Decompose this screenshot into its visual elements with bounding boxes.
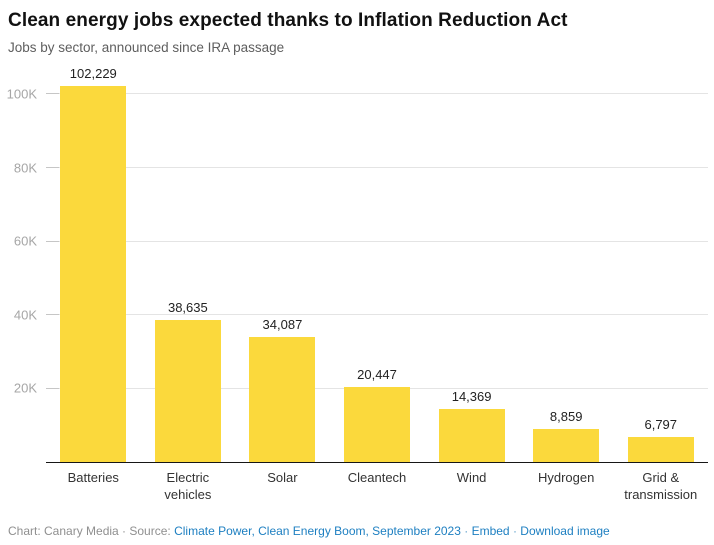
x-axis-category-label: Hydrogen — [537, 469, 595, 485]
gridline: 100K — [7, 86, 708, 101]
bar-column: 8,859 — [519, 64, 614, 462]
bar-column: 14,369 — [424, 64, 519, 462]
x-axis-category-label: Electric vehicles — [164, 469, 212, 502]
download-image-link[interactable]: Download image — [520, 524, 610, 538]
bar-value-label: 102,229 — [69, 65, 117, 81]
footer-credit: Chart: Canary Media · Source: — [8, 524, 175, 538]
bar-value-label: 34,087 — [262, 316, 303, 332]
gridline: 80K — [14, 160, 708, 175]
footer-separator: · — [460, 524, 472, 538]
bar-solar — [249, 336, 316, 462]
bar-column: 38,635 — [141, 64, 236, 462]
x-axis-category-label: Grid & transmission — [624, 469, 698, 502]
bar-batteries — [60, 85, 127, 462]
bar-value-label: 6,797 — [644, 416, 678, 432]
bar-column: 102,229 — [46, 64, 141, 462]
y-tick-label: 80K — [13, 160, 37, 176]
embed-link[interactable]: Embed — [471, 524, 510, 538]
bar-column: 6,797 — [613, 64, 708, 462]
bar-wind — [438, 408, 505, 462]
x-axis-category-label: Wind — [456, 469, 487, 485]
chart-title: Clean energy jobs expected thanks to Inf… — [8, 10, 568, 31]
y-tick-label: 40K — [13, 307, 37, 323]
bars-container: 102,229 38,635 34,087 20,447 14,369 8,859 6,79… — [46, 64, 708, 462]
bar-hydrogen — [533, 428, 600, 462]
x-axis-category-label: Batteries — [67, 469, 119, 485]
gridline: 40K — [14, 307, 708, 322]
chart-subtitle: Jobs by sector, announced since IRA pass… — [8, 39, 285, 55]
x-axis-category-label: Solar — [267, 469, 298, 485]
footer-separator: · — [509, 524, 521, 538]
y-tick-label: 20K — [13, 380, 37, 396]
bar-value-label: 20,447 — [357, 366, 397, 382]
y-tick-label: 60K — [13, 233, 37, 249]
bar-value-label: 8,859 — [549, 408, 583, 424]
bar-value-label: 38,635 — [167, 299, 208, 315]
y-tick-label: 100K — [6, 86, 37, 102]
bar-cleantech — [344, 386, 411, 462]
chart-header: Clean energy jobs expected thanks to Inf… — [0, 10, 714, 56]
source-link[interactable]: Climate Power, Clean Energy Boom, Septem… — [174, 524, 461, 538]
bar-electric-vehicles — [154, 319, 221, 462]
bar-column: 34,087 — [235, 64, 330, 462]
bar-chart: 20K 40K 60K 80K 100K 102,229 38,635 34,087 20,44… — [0, 64, 714, 504]
gridline: 60K — [14, 234, 708, 249]
x-axis-labels: Batteries Electric vehicles Solar Cleantech… — [46, 463, 708, 504]
x-axis-category-label: Cleantech — [347, 469, 407, 485]
bar-grid-transmission — [627, 436, 694, 462]
bar-value-label: 14,369 — [451, 388, 492, 404]
chart-footer: Chart: Canary Media · Source: Climate Po… — [8, 524, 610, 538]
plot-area: 20K 40K 60K 80K 100K 102,229 38,635 34,087 20,44… — [7, 64, 708, 463]
bar-column: 20,447 — [330, 64, 425, 462]
